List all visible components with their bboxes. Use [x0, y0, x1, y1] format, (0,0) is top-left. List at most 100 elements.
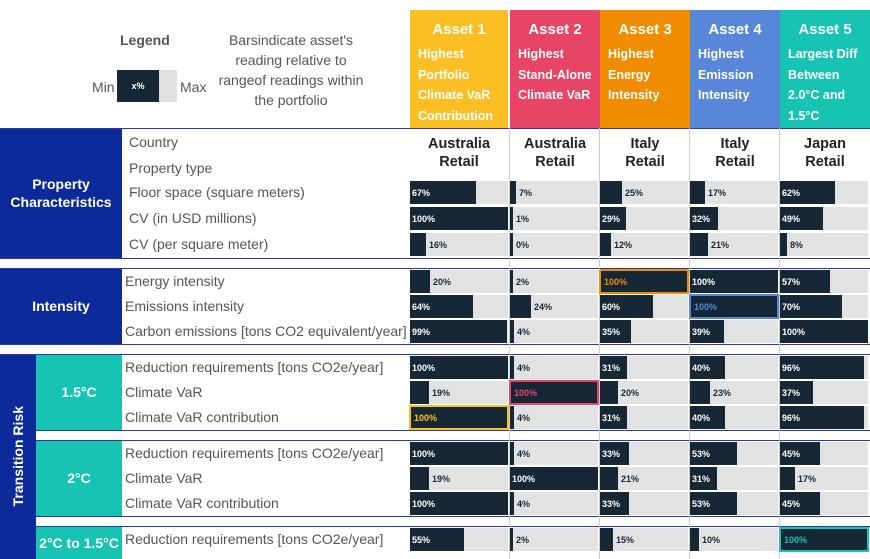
bar-value-label: 21%	[621, 474, 640, 484]
bar-track	[510, 207, 598, 230]
asset-description: Highest Energy Intensity	[608, 47, 660, 102]
column-separator	[599, 128, 600, 559]
asset-country: Italy	[630, 136, 660, 152]
row-label: Reduction requirements [tons CO2e/year]	[125, 359, 384, 375]
row-label: Climate VaR	[125, 470, 203, 486]
bar	[600, 233, 611, 256]
subgroup-2c: 2°C	[36, 440, 122, 516]
bar-track	[600, 233, 688, 256]
asset-name: Asset 1	[432, 21, 486, 38]
bar-value-label: 12%	[614, 240, 633, 250]
bar	[410, 406, 508, 429]
rule-top-intensity	[0, 268, 870, 269]
bar	[780, 295, 842, 318]
bar-value-label: 19%	[432, 474, 451, 484]
bar	[690, 492, 737, 515]
bar-value-label: 100%	[694, 302, 718, 312]
bar	[600, 406, 627, 429]
bar-track	[690, 181, 778, 204]
bar-value-label: 62%	[782, 188, 801, 198]
bar-value-label: 53%	[692, 499, 711, 509]
bar-value-label: 4%	[517, 327, 531, 337]
bar-value-label: 96%	[782, 363, 801, 373]
bar	[690, 381, 710, 404]
bar-track	[410, 467, 508, 490]
bar-value-label: 100%	[412, 449, 436, 459]
bar-value-label: 99%	[412, 327, 431, 337]
bar-value-label: 100%	[512, 474, 536, 484]
asset-3-location: Italy Retail	[600, 135, 690, 171]
bar	[410, 528, 464, 551]
bar	[410, 442, 508, 465]
bar	[690, 356, 725, 379]
asset-country: Australia	[427, 136, 491, 152]
bar	[410, 233, 426, 256]
bar	[510, 233, 513, 256]
row-label: Energy intensity	[125, 273, 225, 289]
bar	[410, 295, 473, 318]
asset-header-3: Asset 3 Highest Energy Intensity	[600, 10, 690, 128]
bar-value-label: 70%	[782, 302, 801, 312]
asset-header-2: Asset 2 Highest Stand-Alone Climate VaR	[510, 10, 600, 128]
rule-top-diff	[36, 526, 870, 527]
subgroup-1-5c: 1.5°C	[36, 354, 122, 430]
bar	[780, 356, 864, 379]
bar-value-label: 19%	[432, 388, 451, 398]
asset-description: Largest Diff Between 2.0°C and 1.5°C	[788, 47, 858, 123]
legend-max-label: Max	[180, 79, 207, 95]
bar-value-label: 7%	[519, 188, 533, 198]
bar-value-label: 20%	[621, 388, 640, 398]
bar-track	[510, 492, 598, 515]
bar-value-label: 24%	[534, 302, 553, 312]
asset-country: Japan	[804, 136, 846, 152]
bar	[780, 207, 823, 230]
bar-value-label: 31%	[602, 413, 621, 423]
bar	[600, 356, 627, 379]
row-label: Climate VaR	[125, 384, 203, 400]
bar-value-label: 10%	[702, 535, 721, 545]
bar-value-label: 100%	[514, 388, 538, 398]
bar	[690, 270, 778, 293]
bar-value-label: 53%	[692, 449, 711, 459]
bar	[600, 207, 626, 230]
bar	[510, 381, 598, 404]
asset-property-type: Retail	[535, 154, 575, 170]
bar	[780, 442, 820, 465]
bar-value-label: 37%	[782, 388, 801, 398]
rule-top-property	[0, 128, 870, 129]
row-label: CV (per square meter)	[129, 236, 269, 252]
rule-bottom-2c	[36, 516, 870, 517]
bar	[510, 320, 514, 343]
bar	[690, 406, 725, 429]
asset-name: Asset 5	[798, 21, 852, 38]
row-label: Emissions intensity	[125, 298, 245, 314]
bar	[690, 320, 724, 343]
bar	[690, 528, 699, 551]
bar	[510, 467, 598, 490]
bar-value-label: 33%	[602, 499, 621, 509]
bar-value-label: 8%	[790, 240, 804, 250]
asset-header-4: Asset 4 Highest Emission Intensity	[690, 10, 780, 128]
bar-value-label: 57%	[782, 277, 801, 287]
bar-value-label: 100%	[412, 499, 436, 509]
bar	[690, 181, 705, 204]
bar	[410, 181, 476, 204]
bar-track	[510, 442, 598, 465]
asset-property-type: Retail	[625, 154, 665, 170]
row-label: Reduction requirements [tons CO2e/year]	[125, 445, 384, 461]
subgroup-2c-to-1-5c: 2°C to 1.5°C	[36, 526, 122, 559]
bar-value-label: 17%	[798, 474, 817, 484]
column-separator	[509, 128, 510, 559]
bar	[600, 270, 688, 293]
asset-header-5: Asset 5 Largest Diff Between 2.0°C and 1.…	[780, 10, 870, 128]
bar-value-label: 25%	[625, 188, 644, 198]
bar-value-label: 4%	[517, 499, 531, 509]
group-intensity: Intensity	[0, 268, 122, 344]
row-label: Carbon emissions [tons CO2 equivalent/ye…	[125, 323, 407, 339]
bar-value-label: 100%	[412, 363, 436, 373]
bar	[780, 528, 868, 551]
bar	[510, 270, 513, 293]
asset-property-type: Retail	[439, 154, 479, 170]
bar	[780, 233, 787, 256]
bar-track	[410, 381, 508, 404]
